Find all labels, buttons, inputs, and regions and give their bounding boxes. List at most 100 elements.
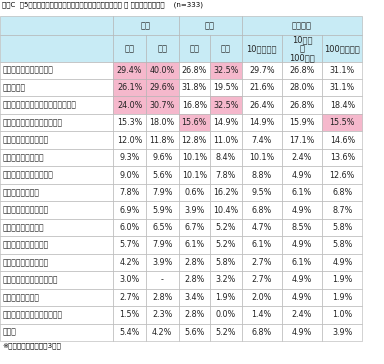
- Text: 会社に将来性がある: 会社に将来性がある: [3, 223, 44, 232]
- Text: 26.8%: 26.8%: [182, 66, 207, 75]
- Bar: [0, 79, 113, 96]
- Bar: [179, 201, 210, 219]
- Bar: [179, 149, 210, 166]
- Bar: [210, 236, 242, 254]
- Bar: [282, 79, 322, 96]
- Text: 5.7%: 5.7%: [119, 241, 140, 249]
- Text: 10億円未満: 10億円未満: [247, 44, 277, 53]
- Text: 6.0%: 6.0%: [119, 223, 140, 232]
- Text: 7.9%: 7.9%: [152, 241, 172, 249]
- Text: 3.9%: 3.9%: [332, 328, 353, 337]
- Bar: [0, 289, 113, 306]
- Bar: [322, 149, 362, 166]
- Text: 17.1%: 17.1%: [289, 136, 315, 145]
- Text: 5.6%: 5.6%: [152, 171, 172, 179]
- Bar: [282, 219, 322, 236]
- Text: 6.8%: 6.8%: [252, 328, 272, 337]
- Text: 2.4%: 2.4%: [292, 310, 312, 319]
- Text: 31.8%: 31.8%: [182, 83, 207, 92]
- Text: 26.4%: 26.4%: [249, 101, 275, 110]
- Text: 4.9%: 4.9%: [332, 258, 353, 267]
- Text: 5.8%: 5.8%: [215, 258, 236, 267]
- Text: 3.9%: 3.9%: [184, 206, 205, 214]
- Bar: [146, 306, 179, 324]
- Bar: [242, 184, 282, 201]
- Text: 7.9%: 7.9%: [152, 188, 172, 197]
- Bar: [210, 166, 242, 184]
- Bar: [0, 114, 113, 131]
- Bar: [282, 289, 322, 306]
- Text: 4.9%: 4.9%: [292, 328, 312, 337]
- Bar: [146, 166, 179, 184]
- Text: 5.2%: 5.2%: [215, 223, 236, 232]
- Text: 6.1%: 6.1%: [292, 258, 312, 267]
- Bar: [0, 131, 113, 149]
- Text: 2.8%: 2.8%: [152, 293, 172, 302]
- Text: 9.0%: 9.0%: [119, 171, 140, 179]
- Bar: [146, 219, 179, 236]
- Bar: [146, 254, 179, 271]
- Text: 仕事に誇りを持って取組める: 仕事に誇りを持って取組める: [3, 118, 63, 127]
- Bar: [146, 289, 179, 306]
- Bar: [113, 166, 146, 184]
- Text: 1.9%: 1.9%: [332, 293, 353, 302]
- Text: 1.9%: 1.9%: [332, 276, 353, 284]
- Bar: [0, 219, 113, 236]
- Text: 2.7%: 2.7%: [252, 258, 272, 267]
- Text: 10.1%: 10.1%: [182, 171, 207, 179]
- Text: 5.2%: 5.2%: [215, 241, 236, 249]
- Bar: [113, 236, 146, 254]
- Bar: [322, 35, 362, 62]
- Text: 11.0%: 11.0%: [213, 136, 238, 145]
- Text: 2.8%: 2.8%: [184, 276, 205, 284]
- Bar: [0, 35, 113, 62]
- Text: 4.2%: 4.2%: [119, 258, 140, 267]
- Bar: [282, 149, 322, 166]
- Bar: [282, 306, 322, 324]
- Bar: [146, 79, 179, 96]
- Bar: [322, 96, 362, 114]
- Text: 尊敬できる上司がいる: 尊敬できる上司がいる: [3, 206, 49, 214]
- Bar: [242, 149, 282, 166]
- Bar: [113, 35, 146, 62]
- Bar: [322, 201, 362, 219]
- Bar: [113, 306, 146, 324]
- Bar: [0, 201, 113, 219]
- Text: 今回: 今回: [124, 44, 135, 53]
- Text: 0.0%: 0.0%: [216, 310, 236, 319]
- Text: 12.0%: 12.0%: [117, 136, 142, 145]
- Bar: [210, 96, 242, 114]
- Text: 100億円以上: 100億円以上: [324, 44, 360, 53]
- Bar: [0, 16, 113, 35]
- Text: 16.8%: 16.8%: [182, 101, 207, 110]
- Bar: [210, 201, 242, 219]
- Bar: [179, 16, 242, 35]
- Text: 10億円
～
100億円: 10億円 ～ 100億円: [289, 35, 315, 62]
- Bar: [0, 254, 113, 271]
- Bar: [210, 184, 242, 201]
- Text: 19.5%: 19.5%: [213, 83, 238, 92]
- Bar: [113, 114, 146, 131]
- Bar: [146, 271, 179, 289]
- Text: 前回: 前回: [157, 44, 167, 53]
- Text: 3.9%: 3.9%: [152, 258, 172, 267]
- Text: 図表C  第5回「若手社員の仕事・会社に対する満足度」調査 ／ 勤め続けたい理由    (n=333): 図表C 第5回「若手社員の仕事・会社に対する満足度」調査 ／ 勤め続けたい理由 …: [2, 1, 203, 8]
- Text: コロナ対策を実施している: コロナ対策を実施している: [3, 276, 58, 284]
- Bar: [210, 324, 242, 341]
- Bar: [242, 271, 282, 289]
- Text: 13.6%: 13.6%: [330, 153, 355, 162]
- Text: 6.1%: 6.1%: [292, 188, 312, 197]
- Text: 16.2%: 16.2%: [213, 188, 238, 197]
- Text: 2.8%: 2.8%: [184, 258, 205, 267]
- Text: 12.8%: 12.8%: [182, 136, 207, 145]
- Text: 9.5%: 9.5%: [252, 188, 272, 197]
- Bar: [322, 114, 362, 131]
- Bar: [146, 96, 179, 114]
- Bar: [282, 254, 322, 271]
- Bar: [146, 149, 179, 166]
- Text: 1.0%: 1.0%: [332, 310, 353, 319]
- Bar: [282, 201, 322, 219]
- Text: 6.8%: 6.8%: [332, 188, 353, 197]
- Text: 0.6%: 0.6%: [184, 188, 204, 197]
- Bar: [0, 271, 113, 289]
